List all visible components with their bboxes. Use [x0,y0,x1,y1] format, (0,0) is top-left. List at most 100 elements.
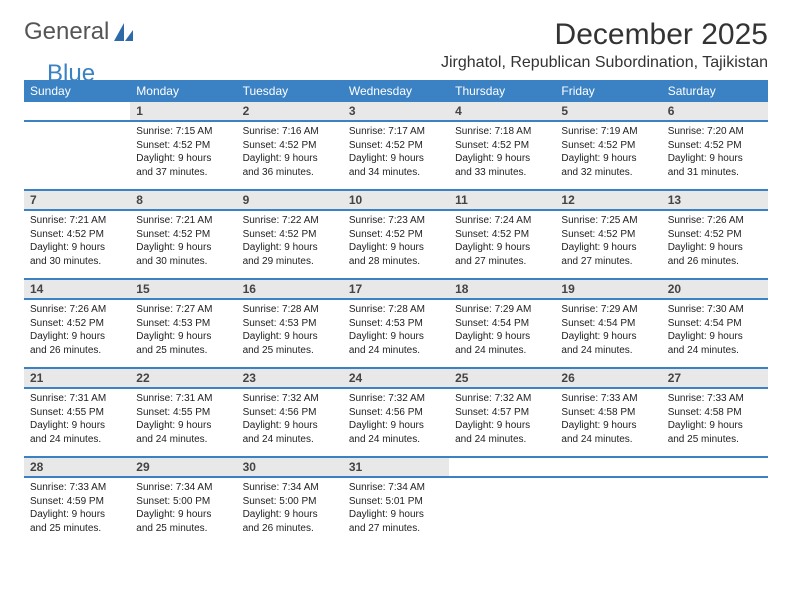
day-number: 4 [449,102,555,121]
day-cell: Sunrise: 7:32 AMSunset: 4:56 PMDaylight:… [237,388,343,457]
daylight-text: Daylight: 9 hours [668,330,762,344]
info-row: Sunrise: 7:15 AMSunset: 4:52 PMDaylight:… [24,121,768,190]
daylight-text: and 24 minutes. [136,433,230,447]
sunset-text: Sunset: 4:52 PM [136,139,230,153]
daylight-text: Daylight: 9 hours [243,152,337,166]
daylight-text: Daylight: 9 hours [30,419,124,433]
day-number: 29 [130,457,236,477]
sunset-text: Sunset: 4:52 PM [30,317,124,331]
daynum-row: 78910111213 [24,190,768,210]
sunset-text: Sunset: 4:56 PM [243,406,337,420]
sunrise-text: Sunrise: 7:21 AM [30,214,124,228]
daylight-text: and 30 minutes. [136,255,230,269]
day-cell: Sunrise: 7:34 AMSunset: 5:00 PMDaylight:… [237,477,343,545]
sunset-text: Sunset: 4:58 PM [561,406,655,420]
day-cell: Sunrise: 7:22 AMSunset: 4:52 PMDaylight:… [237,210,343,279]
logo-text-1: General [24,18,109,46]
daylight-text: Daylight: 9 hours [349,419,443,433]
sunset-text: Sunset: 4:52 PM [243,139,337,153]
daylight-text: and 33 minutes. [455,166,549,180]
day-cell: Sunrise: 7:21 AMSunset: 4:52 PMDaylight:… [24,210,130,279]
daylight-text: Daylight: 9 hours [561,241,655,255]
daynum-row: 21222324252627 [24,368,768,388]
day-cell: Sunrise: 7:30 AMSunset: 4:54 PMDaylight:… [662,299,768,368]
calendar-table: Sunday Monday Tuesday Wednesday Thursday… [24,80,768,545]
sunrise-text: Sunrise: 7:31 AM [30,392,124,406]
daylight-text: and 24 minutes. [561,433,655,447]
daylight-text: Daylight: 9 hours [136,241,230,255]
daylight-text: and 24 minutes. [561,344,655,358]
sunrise-text: Sunrise: 7:32 AM [349,392,443,406]
daylight-text: and 25 minutes. [136,344,230,358]
sunrise-text: Sunrise: 7:28 AM [243,303,337,317]
day-number: 7 [24,190,130,210]
day-header: Wednesday [343,80,449,102]
sunset-text: Sunset: 4:54 PM [455,317,549,331]
daylight-text: and 37 minutes. [136,166,230,180]
sunset-text: Sunset: 4:55 PM [136,406,230,420]
sunrise-text: Sunrise: 7:29 AM [561,303,655,317]
sunset-text: Sunset: 4:54 PM [668,317,762,331]
daylight-text: Daylight: 9 hours [561,152,655,166]
day-cell: Sunrise: 7:32 AMSunset: 4:57 PMDaylight:… [449,388,555,457]
day-cell: Sunrise: 7:28 AMSunset: 4:53 PMDaylight:… [343,299,449,368]
day-number: 3 [343,102,449,121]
daylight-text: and 24 minutes. [668,344,762,358]
sunrise-text: Sunrise: 7:24 AM [455,214,549,228]
day-number: 9 [237,190,343,210]
sunset-text: Sunset: 4:59 PM [30,495,124,509]
sunrise-text: Sunrise: 7:33 AM [668,392,762,406]
day-cell: Sunrise: 7:33 AMSunset: 4:59 PMDaylight:… [24,477,130,545]
day-number: 14 [24,279,130,299]
sunrise-text: Sunrise: 7:19 AM [561,125,655,139]
daynum-row: 14151617181920 [24,279,768,299]
sunset-text: Sunset: 4:52 PM [668,228,762,242]
daylight-text: Daylight: 9 hours [668,419,762,433]
daylight-text: and 34 minutes. [349,166,443,180]
day-number: 2 [237,102,343,121]
day-number: 31 [343,457,449,477]
sunrise-text: Sunrise: 7:34 AM [243,481,337,495]
day-cell: Sunrise: 7:29 AMSunset: 4:54 PMDaylight:… [449,299,555,368]
sunrise-text: Sunrise: 7:16 AM [243,125,337,139]
day-cell: Sunrise: 7:34 AMSunset: 5:01 PMDaylight:… [343,477,449,545]
day-number: 17 [343,279,449,299]
day-header: Monday [130,80,236,102]
day-number: 25 [449,368,555,388]
daylight-text: and 32 minutes. [561,166,655,180]
daylight-text: and 27 minutes. [455,255,549,269]
day-number [662,457,768,477]
sunset-text: Sunset: 4:52 PM [561,228,655,242]
daylight-text: and 29 minutes. [243,255,337,269]
sunset-text: Sunset: 4:56 PM [349,406,443,420]
daylight-text: and 26 minutes. [243,522,337,536]
sunset-text: Sunset: 4:52 PM [243,228,337,242]
sunset-text: Sunset: 5:01 PM [349,495,443,509]
sunrise-text: Sunrise: 7:20 AM [668,125,762,139]
day-cell: Sunrise: 7:29 AMSunset: 4:54 PMDaylight:… [555,299,661,368]
sunset-text: Sunset: 4:52 PM [136,228,230,242]
sunset-text: Sunset: 4:54 PM [561,317,655,331]
daylight-text: and 24 minutes. [349,433,443,447]
sunset-text: Sunset: 4:53 PM [349,317,443,331]
daylight-text: Daylight: 9 hours [136,152,230,166]
sunrise-text: Sunrise: 7:26 AM [668,214,762,228]
day-number [24,102,130,121]
day-cell [449,477,555,545]
day-cell: Sunrise: 7:18 AMSunset: 4:52 PMDaylight:… [449,121,555,190]
day-cell: Sunrise: 7:34 AMSunset: 5:00 PMDaylight:… [130,477,236,545]
daylight-text: Daylight: 9 hours [136,419,230,433]
daylight-text: Daylight: 9 hours [455,241,549,255]
sunset-text: Sunset: 4:52 PM [455,139,549,153]
day-cell: Sunrise: 7:21 AMSunset: 4:52 PMDaylight:… [130,210,236,279]
sunrise-text: Sunrise: 7:32 AM [243,392,337,406]
day-header: Saturday [662,80,768,102]
day-cell [555,477,661,545]
sunset-text: Sunset: 4:55 PM [30,406,124,420]
logo-sail-icon [113,22,135,47]
daylight-text: Daylight: 9 hours [455,419,549,433]
day-number: 30 [237,457,343,477]
sunrise-text: Sunrise: 7:23 AM [349,214,443,228]
sunrise-text: Sunrise: 7:22 AM [243,214,337,228]
day-number: 22 [130,368,236,388]
